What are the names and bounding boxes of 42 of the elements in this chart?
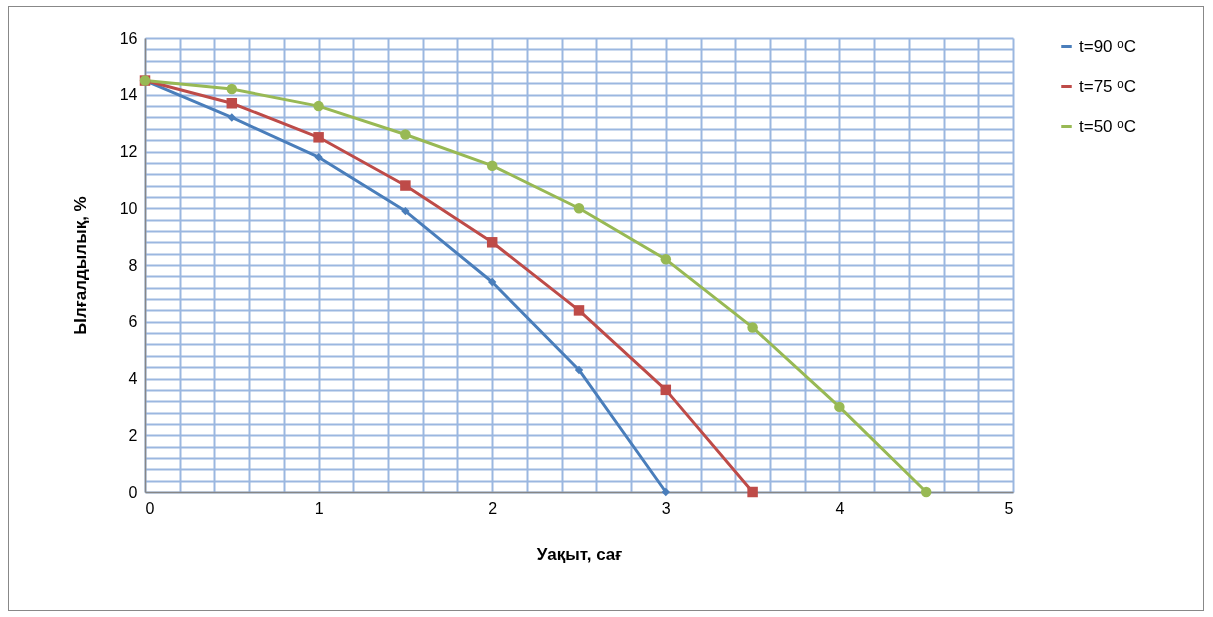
- y-tick-label: 8: [128, 256, 138, 274]
- x-tick-label: 4: [835, 499, 845, 517]
- y-tick-label: 4: [128, 370, 138, 387]
- point: [573, 203, 585, 214]
- point: [661, 487, 670, 497]
- legend-label: t=50 ᵒC: [1079, 116, 1136, 136]
- point: [226, 98, 238, 109]
- point: [660, 384, 672, 396]
- point: [314, 152, 323, 162]
- y-tick-label: 16: [119, 29, 138, 47]
- point: [486, 237, 498, 248]
- y-tick-label: 10: [119, 199, 138, 217]
- legend-label: t=75 ᵒC: [1079, 76, 1136, 96]
- y-tick-label: 12: [119, 143, 138, 160]
- y-tick-label: 14: [119, 86, 138, 104]
- legend-label: t=90 ᵒC: [1079, 36, 1136, 56]
- x-tick-label: 3: [661, 499, 671, 517]
- point: [920, 486, 932, 498]
- x-tick-label: 2: [488, 499, 498, 517]
- y-axis-title: Ылғалдылық, %: [70, 196, 90, 335]
- point: [747, 486, 758, 498]
- point: [400, 129, 411, 140]
- point: [834, 401, 845, 413]
- point: [660, 254, 672, 265]
- y-tick-label: 6: [128, 313, 138, 331]
- point: [400, 180, 411, 191]
- x-tick-label: 1: [314, 499, 324, 517]
- point: [488, 277, 497, 287]
- point: [226, 83, 238, 95]
- point: [401, 206, 410, 216]
- point: [227, 113, 236, 122]
- point: [486, 160, 498, 171]
- y-tick-label: 0: [128, 483, 138, 501]
- point: [574, 365, 584, 375]
- point: [747, 322, 758, 333]
- x-axis-title: Уақыт, сағ: [536, 544, 623, 564]
- point: [573, 305, 585, 316]
- point: [313, 132, 324, 143]
- y-tick-label: 2: [128, 426, 138, 444]
- x-tick-label: 5: [1004, 499, 1014, 517]
- x-tick-label: 0: [145, 499, 155, 517]
- point: [313, 100, 324, 112]
